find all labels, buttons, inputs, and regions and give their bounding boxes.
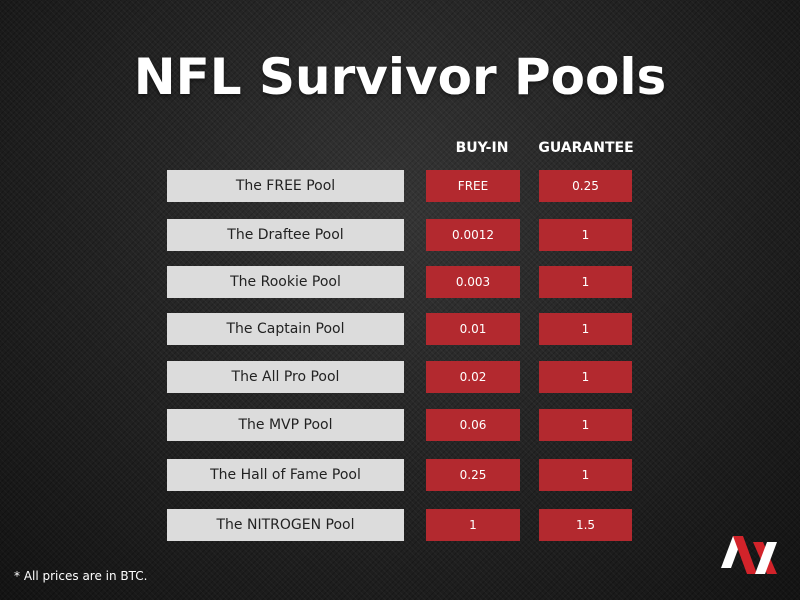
pool-row-captain: The Captain Pool 0.01 1 [0, 313, 800, 345]
guarantee-cell: 1 [539, 459, 632, 491]
column-header-guarantee: GUARANTEE [538, 140, 634, 156]
pool-row-draftee: The Draftee Pool 0.0012 1 [0, 219, 800, 251]
pool-name: The FREE Pool [167, 170, 404, 202]
guarantee-cell: 1 [539, 361, 632, 393]
pool-row-mvp: The MVP Pool 0.06 1 [0, 409, 800, 441]
buyin-cell: 0.003 [426, 266, 520, 298]
buyin-cell: 0.0012 [426, 219, 520, 251]
page-title: NFL Survivor Pools [133, 48, 667, 106]
pool-name: The Draftee Pool [167, 219, 404, 251]
guarantee-cell: 1 [539, 219, 632, 251]
guarantee-cell: 1 [539, 313, 632, 345]
buyin-cell: FREE [426, 170, 520, 202]
pool-row-rookie: The Rookie Pool 0.003 1 [0, 266, 800, 298]
pool-name: The Hall of Fame Pool [167, 459, 404, 491]
pool-name: The Rookie Pool [167, 266, 404, 298]
pool-row-free: The FREE Pool FREE 0.25 [0, 170, 800, 202]
buyin-cell: 0.01 [426, 313, 520, 345]
buyin-cell: 0.06 [426, 409, 520, 441]
nitrogen-logo-icon [719, 530, 783, 580]
pool-name: The Captain Pool [167, 313, 404, 345]
buyin-cell: 1 [426, 509, 520, 541]
pool-name: The NITROGEN Pool [167, 509, 404, 541]
pool-row-all-pro: The All Pro Pool 0.02 1 [0, 361, 800, 393]
buyin-cell: 0.25 [426, 459, 520, 491]
guarantee-cell: 1 [539, 266, 632, 298]
pool-row-nitrogen: The NITROGEN Pool 1 1.5 [0, 509, 800, 541]
guarantee-cell: 1 [539, 409, 632, 441]
column-header-buyin: BUY-IN [455, 140, 509, 156]
footnote: * All prices are in BTC. [14, 569, 148, 583]
buyin-cell: 0.02 [426, 361, 520, 393]
guarantee-cell: 1.5 [539, 509, 632, 541]
pool-name: The All Pro Pool [167, 361, 404, 393]
pool-row-hall-of-fame: The Hall of Fame Pool 0.25 1 [0, 459, 800, 491]
pool-name: The MVP Pool [167, 409, 404, 441]
guarantee-cell: 0.25 [539, 170, 632, 202]
